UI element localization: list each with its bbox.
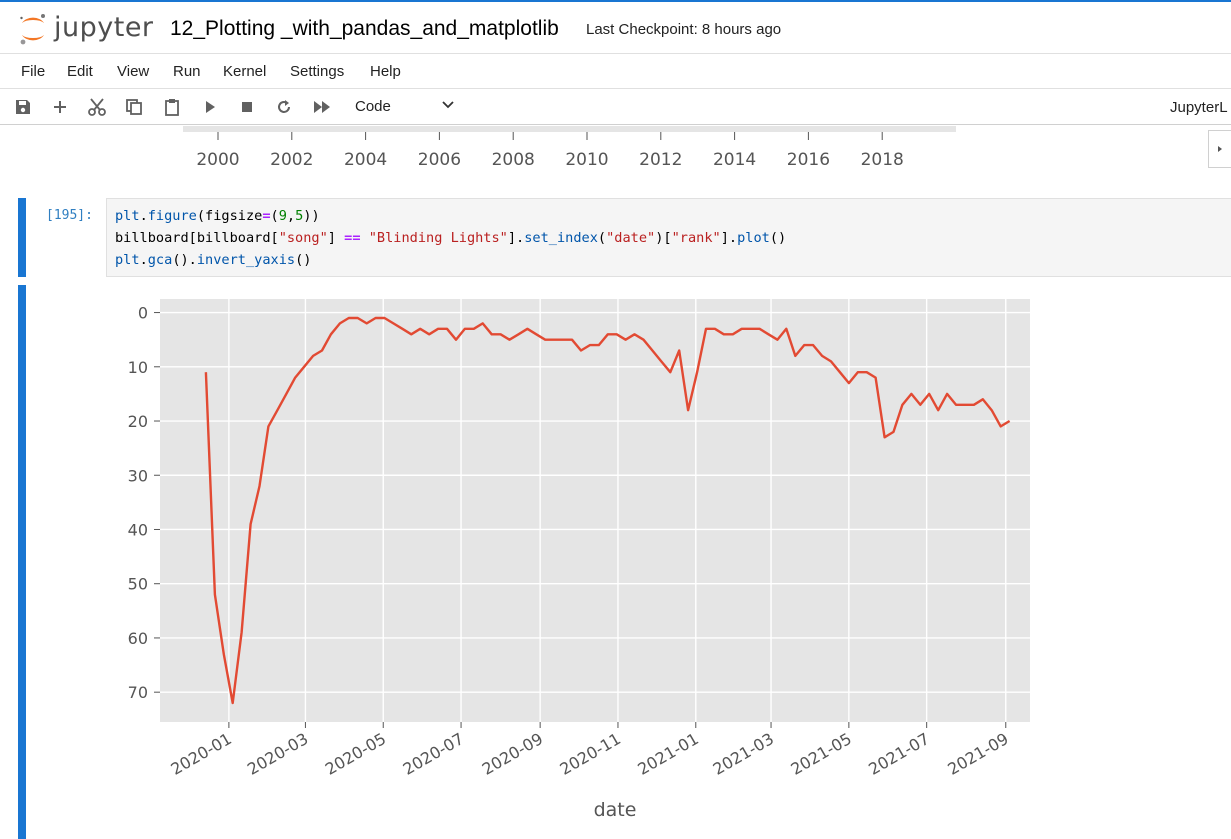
notebook-panel: 2000 2002 2004 2006 2008 2010 2012 2014 2016 2018… (0, 126, 1231, 839)
cut-button[interactable] (85, 95, 109, 119)
jupyter-brand: jupyter (54, 12, 154, 43)
jupyter-logo-icon[interactable] (18, 12, 48, 46)
code-line: billboard[billboard["song"] == "Blinding… (115, 230, 787, 246)
y-tick-label: 60 (128, 629, 148, 648)
prev-x-tick-label: 2004 (344, 150, 387, 170)
menu-edit[interactable]: Edit (67, 63, 93, 80)
menu-view[interactable]: View (117, 63, 150, 80)
add-icon (54, 101, 66, 113)
notebook-title[interactable]: 12_Plotting _with_pandas_and_matplotlib (170, 17, 559, 40)
cell-type-value: Code (355, 98, 391, 115)
x-tick-label: 2020-05 (322, 729, 389, 779)
copy-icon (126, 99, 142, 115)
y-tick-label: 70 (128, 683, 148, 702)
plot-background (160, 299, 1030, 722)
x-tick-label: 2021-03 (710, 729, 777, 779)
x-tick-label: 2021-05 (787, 729, 854, 779)
code-cell[interactable]: [195]: plt.figure(figsize=(9,5)) billboar… (18, 198, 1231, 277)
x-tick-label: 2020-11 (557, 729, 624, 779)
y-tick-label: 40 (128, 520, 148, 539)
prev-x-tick-label: 2000 (196, 150, 239, 170)
x-tick-label: 2020-07 (400, 729, 467, 779)
previous-output-axis: 2000 2002 2004 2006 2008 2010 2012 2014 2016 2018 (183, 126, 956, 170)
x-axis-label: date (594, 799, 637, 821)
restart-run-all-button[interactable] (310, 95, 334, 119)
run-icon (206, 101, 215, 113)
code-line: plt.gca().invert_yaxis() (115, 252, 312, 268)
menu-file[interactable]: File (21, 63, 46, 80)
y-tick-label: 10 (128, 358, 148, 377)
cell-type-select[interactable]: Code (347, 93, 463, 121)
y-tick-label: 20 (128, 412, 148, 431)
insert-cell-button[interactable] (48, 95, 72, 119)
menu-help[interactable]: Help (370, 63, 401, 80)
output-area: 0 10 20 30 40 50 60 70 2020-01 2020-03 2020-05 2020… (18, 285, 1231, 839)
paste-button[interactable] (160, 95, 184, 119)
output-cell-bar[interactable] (18, 285, 26, 839)
prev-x-tick-label: 2012 (639, 150, 682, 170)
chevron-right-icon (1218, 146, 1222, 152)
right-sidebar-toggle[interactable] (1208, 130, 1231, 168)
code-line: plt.figure(figsize=(9,5)) (115, 208, 320, 224)
top-header: jupyter 12_Plotting _with_pandas_and_mat… (0, 0, 1231, 54)
y-tick-label: 0 (138, 304, 148, 323)
prev-x-tick-label: 2018 (861, 150, 904, 170)
notebook-toolbar: Code JupyterL (0, 89, 1231, 125)
x-tick-label: 2020-01 (167, 729, 234, 779)
chevron-down-icon (442, 101, 454, 109)
rank-series-line (204, 316, 1011, 705)
x-tick-label: 2021-07 (865, 729, 932, 779)
code-editor[interactable]: plt.figure(figsize=(9,5)) billboard[billb… (106, 198, 1231, 277)
y-tick-label: 50 (128, 575, 148, 594)
run-button[interactable] (198, 95, 222, 119)
save-button[interactable] (11, 95, 35, 119)
execution-count: [195]: (46, 208, 93, 223)
prev-x-tick-label: 2002 (270, 150, 313, 170)
prev-x-tick-label: 2008 (492, 150, 535, 170)
prev-x-tick-label: 2016 (787, 150, 830, 170)
previous-plot-area (183, 126, 956, 132)
prev-x-tick-label: 2014 (713, 150, 756, 170)
restart-icon (278, 100, 290, 113)
menu-bar: File Edit View Run Kernel Settings Help (0, 55, 1231, 89)
stop-button[interactable] (235, 95, 259, 119)
x-tick-label: 2020-09 (479, 729, 546, 779)
prev-x-tick-label: 2006 (418, 150, 461, 170)
menu-run[interactable]: Run (173, 63, 201, 80)
menu-kernel[interactable]: Kernel (223, 63, 267, 80)
last-checkpoint: Last Checkpoint: 8 hours ago (586, 21, 782, 38)
fast-forward-icon (314, 101, 330, 113)
cut-icon (88, 98, 106, 116)
save-icon (16, 100, 30, 114)
x-tick-label: 2020-03 (244, 729, 311, 779)
prev-x-tick-label: 2010 (565, 150, 608, 170)
y-tick-label: 30 (128, 466, 148, 485)
restart-button[interactable] (272, 95, 296, 119)
copy-button[interactable] (122, 95, 146, 119)
stop-icon (242, 102, 252, 112)
kernel-name[interactable]: JupyterL (1170, 99, 1228, 116)
x-tick-label: 2021-09 (944, 729, 1011, 779)
paste-icon (165, 99, 179, 116)
active-cell-bar[interactable] (18, 198, 26, 277)
menu-settings[interactable]: Settings (290, 63, 345, 80)
x-tick-label: 2021-01 (634, 729, 701, 779)
